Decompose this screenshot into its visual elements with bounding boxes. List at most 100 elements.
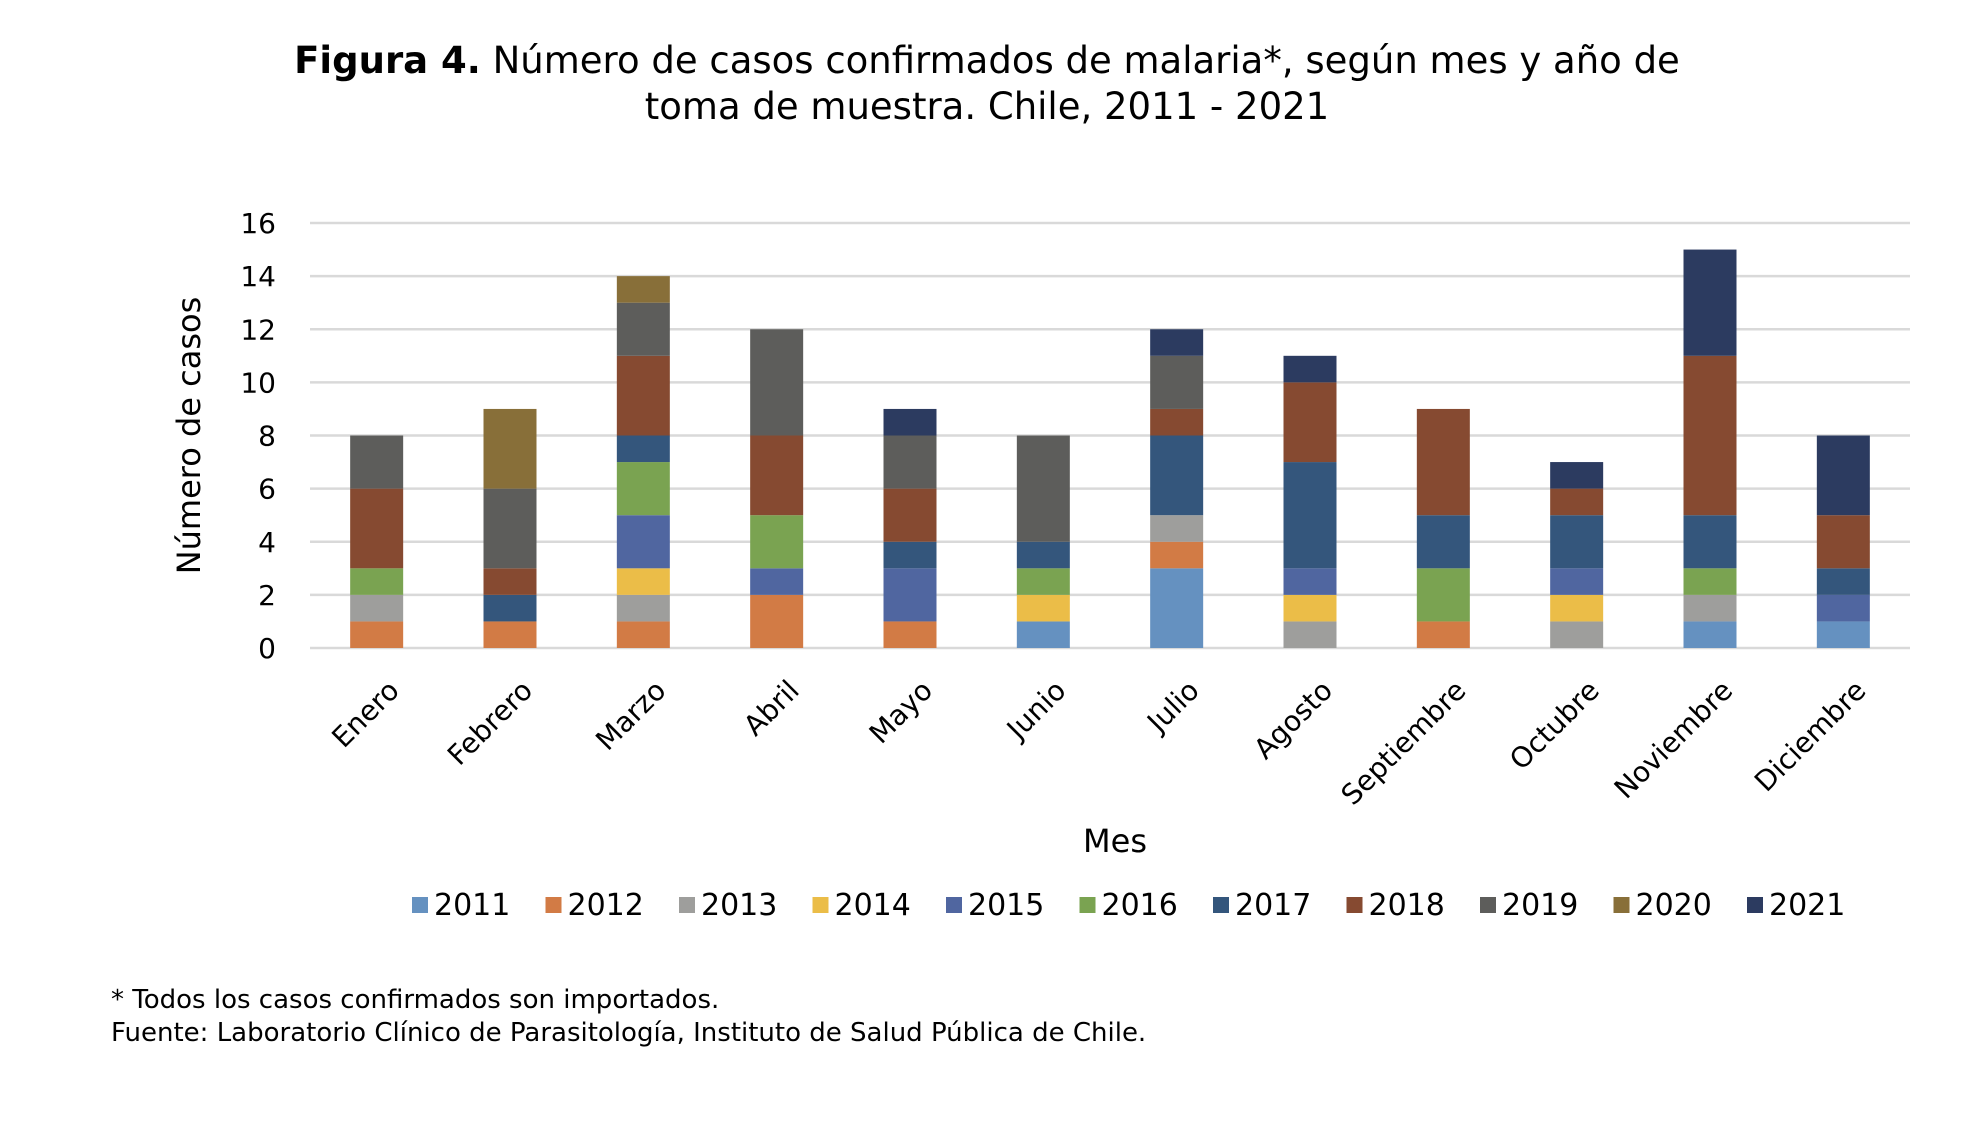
bar-segment-2013-noviembre — [1683, 594, 1737, 622]
legend-label-2017: 2017 — [1235, 888, 1311, 923]
bar-segment-2021-mayo — [883, 408, 937, 436]
bar-segment-2012-abril — [750, 594, 804, 648]
bar-segment-2018-septiembre — [1416, 408, 1470, 516]
bar-segment-2013-enero — [350, 594, 404, 622]
bar-segment-2021-noviembre — [1683, 249, 1737, 356]
bar-segment-2014-agosto — [1283, 594, 1337, 622]
bar-segment-2018-marzo — [616, 355, 670, 436]
x-tick-label: Mayo — [863, 674, 939, 750]
bar-segment-2018-julio — [1150, 408, 1204, 436]
bar-segment-2019-julio — [1150, 355, 1204, 409]
bar-segment-2018-abril — [750, 435, 804, 516]
bar-segment-2017-noviembre — [1683, 515, 1737, 569]
bar-segment-2016-septiembre — [1416, 568, 1470, 622]
x-tick-label: Febrero — [441, 674, 539, 772]
legend-label-2012: 2012 — [568, 888, 644, 923]
bar-segment-2019-febrero — [483, 488, 537, 569]
x-tick-label: Diciembre — [1748, 674, 1872, 798]
legend-label-2021: 2021 — [1769, 888, 1845, 923]
bar-segment-2015-agosto — [1283, 568, 1337, 595]
legend-swatch-2011 — [412, 897, 428, 913]
legend-label-2016: 2016 — [1102, 888, 1178, 923]
bar-segment-2018-diciembre — [1816, 515, 1870, 569]
x-tick-label: Marzo — [589, 674, 672, 757]
legend-swatch-2015 — [946, 897, 962, 913]
legend-label-2019: 2019 — [1502, 888, 1578, 923]
legend-label-2011: 2011 — [434, 888, 510, 923]
bar-segment-2013-octubre — [1550, 621, 1604, 648]
chart-title-bold: Figura 4. — [294, 39, 481, 82]
bar-segment-2018-noviembre — [1683, 355, 1737, 516]
bar-segment-2012-febrero — [483, 621, 537, 648]
x-tick-label: Noviembre — [1608, 674, 1739, 805]
bar-segment-2012-enero — [350, 621, 404, 648]
footnote-imported: * Todos los casos confirmados son import… — [111, 985, 720, 1015]
bar-segment-2013-julio — [1150, 515, 1204, 542]
bar-segment-2015-abril — [750, 568, 804, 595]
bar-segment-2018-mayo — [883, 488, 937, 542]
bar-segment-2017-octubre — [1550, 515, 1604, 569]
x-tick-label: Enero — [325, 674, 405, 754]
bar-segment-2021-diciembre — [1816, 435, 1870, 516]
chart-title-line1: Número de casos confirmados de malaria*,… — [480, 39, 1680, 82]
bar-segment-2012-julio — [1150, 541, 1204, 569]
y-tick-label: 8 — [258, 420, 276, 453]
bar-segment-2020-febrero — [483, 408, 537, 489]
bar-segment-2017-febrero — [483, 594, 537, 622]
bar-segment-2019-junio — [1016, 435, 1070, 542]
legend-label-2013: 2013 — [701, 888, 777, 923]
chart-title: Figura 4. Número de casos confirmados de… — [0, 38, 1974, 130]
legend-label-2018: 2018 — [1369, 888, 1445, 923]
x-tick-label: Septiembre — [1335, 674, 1473, 812]
bar-segment-2015-diciembre — [1816, 594, 1870, 622]
legend-label-2015: 2015 — [968, 888, 1044, 923]
bar-segment-2017-julio — [1150, 435, 1204, 516]
bar-segment-2017-junio — [1016, 541, 1070, 569]
bar-segment-2011-julio — [1150, 568, 1204, 648]
bar-segment-2019-mayo — [883, 435, 937, 489]
bar-segment-2012-mayo — [883, 621, 937, 648]
bar-segment-2013-marzo — [616, 594, 670, 622]
bar-segment-2018-agosto — [1283, 382, 1337, 463]
legend-swatch-2020 — [1613, 897, 1630, 913]
y-tick-label: 4 — [258, 526, 276, 559]
bar-segment-2016-enero — [350, 568, 404, 595]
legend-swatch-2012 — [545, 897, 562, 913]
y-tick-label: 14 — [240, 260, 276, 293]
bar-segment-2014-junio — [1016, 594, 1070, 622]
x-tick-label: Junio — [999, 674, 1072, 747]
bar-segment-2020-marzo — [616, 276, 670, 303]
bar-segment-2021-octubre — [1550, 462, 1604, 489]
bar-segment-2011-noviembre — [1683, 621, 1737, 648]
y-tick-label: 12 — [240, 313, 276, 346]
legend-swatch-2021 — [1747, 897, 1763, 913]
legend-swatch-2018 — [1346, 897, 1363, 913]
bar-segment-2011-junio — [1016, 621, 1070, 648]
bar-segment-2019-marzo — [616, 302, 670, 356]
y-tick-label: 10 — [240, 366, 276, 399]
legend-swatch-2013 — [679, 897, 695, 913]
legend-swatch-2014 — [812, 897, 829, 913]
bar-segment-2017-septiembre — [1416, 515, 1470, 569]
bar-segment-2015-mayo — [883, 568, 937, 622]
bar-segment-2017-marzo — [616, 435, 670, 463]
bar-segment-2011-diciembre — [1816, 621, 1870, 648]
y-tick-label: 6 — [258, 473, 276, 506]
bar-segment-2021-julio — [1150, 329, 1204, 356]
bar-segment-2018-enero — [350, 488, 404, 569]
bar-segment-2014-octubre — [1550, 594, 1604, 622]
bar-segment-2016-marzo — [616, 462, 670, 516]
y-axis-label: Número de casos — [170, 297, 208, 575]
legend-swatch-2017 — [1213, 897, 1229, 913]
bar-segment-2015-octubre — [1550, 568, 1604, 595]
bar-segment-2015-marzo — [616, 515, 670, 569]
y-tick-label: 0 — [258, 632, 276, 665]
footnotes: * Todos los casos confirmados son import… — [111, 984, 1146, 1050]
x-tick-label: Agosto — [1247, 674, 1339, 766]
bar-segment-2017-mayo — [883, 541, 937, 569]
bar-segment-2021-agosto — [1283, 355, 1337, 383]
bar-segment-2018-febrero — [483, 568, 537, 595]
bar-segment-2017-agosto — [1283, 462, 1337, 569]
legend-label-2014: 2014 — [835, 888, 911, 923]
